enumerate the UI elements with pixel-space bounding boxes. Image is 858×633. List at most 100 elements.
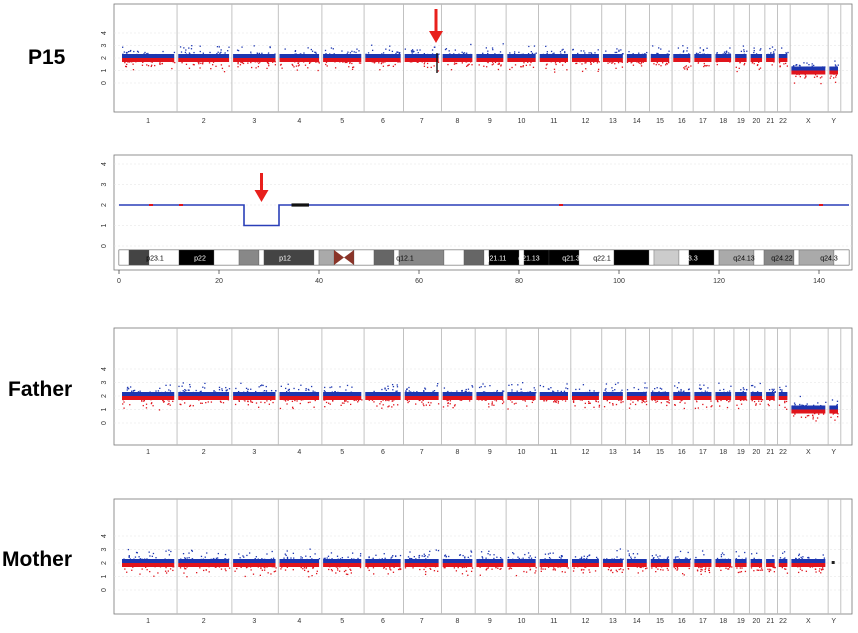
p15-point <box>593 61 595 63</box>
chr8-band <box>463 249 485 266</box>
father-point <box>678 382 680 384</box>
father-band-upper <box>178 392 230 396</box>
p15-point <box>198 62 200 64</box>
father-point <box>449 400 452 402</box>
father-point <box>314 399 316 402</box>
mother-point <box>613 558 615 560</box>
p15-point <box>389 45 391 47</box>
p15-point <box>358 50 360 52</box>
p15-point <box>583 50 585 52</box>
father-point <box>129 386 132 388</box>
p15-point <box>642 61 644 63</box>
mother-point <box>583 569 585 571</box>
mother-point <box>184 558 187 560</box>
father-band-lower <box>442 396 473 400</box>
p15-point <box>247 62 249 64</box>
mother-point <box>465 570 468 572</box>
father-point <box>550 387 552 389</box>
father-point <box>585 391 587 394</box>
mother-point <box>389 568 391 570</box>
father-point <box>305 389 307 391</box>
father-point <box>605 383 608 385</box>
mother-point <box>393 566 395 569</box>
father-point <box>502 401 505 403</box>
mother-point <box>686 558 688 560</box>
father-chrom-label: 15 <box>656 449 664 456</box>
p15-point <box>646 51 648 54</box>
p15-point <box>193 64 195 66</box>
chr8-xtick: 40 <box>315 278 323 285</box>
father-point <box>645 400 648 402</box>
p15-point <box>499 51 502 53</box>
father-point <box>376 405 378 407</box>
p15-point <box>584 62 586 64</box>
p15-point <box>618 49 620 51</box>
mother-point <box>499 568 501 571</box>
p15-point <box>127 51 130 53</box>
p15-point <box>135 61 137 63</box>
mother-point <box>738 555 740 557</box>
mother-point <box>390 557 392 559</box>
father-point <box>493 404 495 406</box>
father-point <box>179 391 181 394</box>
father-point <box>345 389 347 391</box>
p15-point <box>303 61 305 63</box>
mother-point <box>761 569 764 571</box>
father-point <box>387 387 389 390</box>
p15-point <box>561 64 564 66</box>
p15-point <box>596 62 599 64</box>
mother-band-lower <box>673 563 691 567</box>
father-point <box>586 391 589 394</box>
p15-point <box>546 52 548 55</box>
father-point <box>495 400 498 402</box>
father-point <box>459 399 461 401</box>
father-point <box>533 387 535 389</box>
father-point <box>679 391 682 393</box>
father-point <box>597 401 600 403</box>
p15-point <box>254 61 256 63</box>
mother-chrom-label: 18 <box>719 618 727 625</box>
father-point <box>641 401 643 404</box>
mother-point <box>149 570 151 573</box>
father-point <box>572 400 575 403</box>
father-point <box>286 403 288 405</box>
mother-point <box>455 570 458 572</box>
father-point <box>760 400 763 402</box>
father-point <box>158 409 161 411</box>
father-chrom-label: X <box>806 449 811 456</box>
p15-point <box>349 52 352 54</box>
chr8-ytick: 0 <box>101 244 108 248</box>
mother-point <box>496 556 498 558</box>
p15-point <box>433 65 435 67</box>
p15-chrom-label: 14 <box>633 118 641 125</box>
mother-point <box>188 552 190 554</box>
mother-point <box>372 557 374 559</box>
p15-point <box>759 67 762 69</box>
father-point <box>299 402 301 405</box>
p15-point <box>518 51 520 54</box>
mother-point <box>802 556 804 558</box>
chr8-band <box>753 249 765 266</box>
p15-point <box>308 62 311 64</box>
mother-point <box>564 571 566 573</box>
mother-point <box>138 556 140 558</box>
father-point <box>772 389 775 391</box>
p15-point <box>756 64 759 67</box>
mother-point <box>208 566 210 568</box>
p15-point <box>251 66 253 69</box>
p15-point <box>724 53 727 55</box>
mother-point <box>384 558 387 561</box>
mother-point <box>330 552 333 554</box>
father-point <box>396 386 399 388</box>
p15-point <box>334 67 337 69</box>
p15-point <box>199 45 201 47</box>
father-band-lower <box>279 396 320 400</box>
father-point <box>169 384 171 386</box>
mother-point <box>487 558 490 561</box>
mother-point <box>535 567 537 569</box>
father-point <box>513 403 516 405</box>
father-point <box>478 386 481 389</box>
mother-band-upper <box>442 559 473 563</box>
father-point <box>617 382 619 384</box>
p15-point <box>453 53 455 55</box>
